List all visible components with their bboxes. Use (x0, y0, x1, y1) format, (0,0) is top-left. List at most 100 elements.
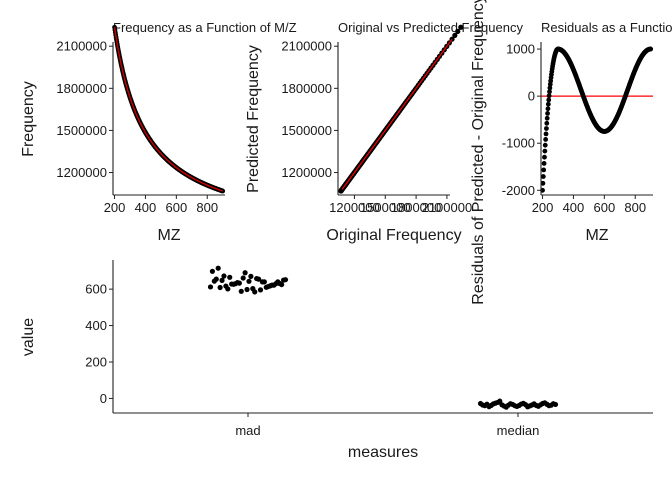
panel3-x-tick-label: 800 (624, 200, 646, 215)
panel3-y-tick-label: 0 (528, 89, 535, 104)
residual-point (546, 97, 552, 103)
panel2-x-tick-label: 2100000 (422, 200, 473, 215)
predicted-point (455, 28, 461, 34)
panel1-y-tick-label: 1500000 (56, 123, 107, 138)
panel2-y-tick-label: 1500000 (281, 123, 332, 138)
mad-point (259, 279, 266, 285)
residual-point (545, 106, 551, 112)
panel3-marks (540, 46, 654, 193)
predicted-point (338, 188, 344, 194)
residual-point (545, 101, 551, 107)
mad-point (282, 277, 289, 283)
mad-point (244, 286, 250, 293)
mad-point (225, 286, 231, 292)
residual-point (544, 120, 550, 126)
panel2-y-tick-label: 1200000 (281, 165, 332, 180)
panel2-x-tick-label: 1200000 (329, 200, 380, 215)
panel1-y-tick-label: 1200000 (56, 165, 107, 180)
mad-point (217, 284, 223, 291)
residual-point (543, 131, 549, 137)
residual-point (540, 174, 546, 179)
panel-frequency-vs-mz: Frequency as a Function of M/Z 200 400 600… (20, 20, 297, 244)
panel1-x-tick-label: 600 (165, 200, 187, 215)
panel1-y-tick-label: 2100000 (56, 39, 107, 54)
mad-point (246, 278, 252, 284)
panel3-y-tick-label: -2000 (502, 183, 535, 198)
mad-point (207, 284, 214, 290)
panel1-x-tick-label: 200 (104, 200, 126, 215)
residual-point (547, 85, 553, 91)
panel3-title: Residuals as a Function of M/Z (541, 20, 672, 35)
mad-point (221, 273, 227, 279)
residual-point (542, 148, 548, 154)
frequency-point (220, 188, 226, 194)
panel4-x-tick-label: mad (235, 423, 260, 438)
panel3-y-tick-label: 1000 (506, 42, 535, 57)
mad-point (209, 268, 216, 274)
mad-point (242, 270, 248, 276)
panel3-x-tick-label: 600 (593, 200, 615, 215)
mad-point (227, 274, 233, 280)
mad-point (213, 276, 219, 282)
panel1-y-tick-label: 1800000 (56, 81, 107, 96)
panel2-title: Original vs Predicted Frequency (338, 20, 523, 35)
panel-original-vs-predicted: Original vs Predicted Frequency 12000001… (245, 20, 523, 244)
median-point (552, 401, 559, 408)
residual-point (541, 167, 547, 173)
panel2-y-ticks: 1200000 1500000 1800000 2100000 (281, 39, 338, 180)
fit-line (113, 27, 223, 192)
panel2-y-tick-label: 2100000 (281, 39, 332, 54)
residual-point (543, 137, 549, 142)
panel3-x-ticks: 200 400 600 800 (532, 195, 646, 215)
panel4-y-ticks: 0 200 400 600 (85, 282, 113, 406)
mad-point (230, 281, 237, 287)
panel4-y-axis-label: value (20, 318, 37, 356)
mad-point (215, 265, 221, 271)
predicted-point (452, 32, 458, 38)
panel4-x-tick-label: median (497, 423, 540, 438)
mad-point (277, 280, 283, 287)
mad-point (252, 289, 258, 295)
panel1-x-axis-label: MZ (157, 227, 180, 244)
mad-point (219, 277, 225, 283)
panel1-x-ticks: 200 400 600 800 (104, 195, 218, 215)
panel2-x-axis-label: Original Frequency (326, 227, 461, 244)
panel4-y-tick-label: 600 (85, 282, 107, 297)
panel2-y-tick-label: 1800000 (281, 81, 332, 96)
panel1-x-tick-label: 800 (196, 200, 218, 215)
panel2-x-tick-label: 1500000 (360, 200, 411, 215)
panel2-y-axis-label: Predicted Frequency (245, 45, 262, 193)
panel3-x-tick-label: 400 (563, 200, 585, 215)
panel4-x-ticks: mad median (235, 413, 539, 438)
panel4-x-axis-label: measures (348, 444, 418, 461)
panel3-x-tick-label: 200 (532, 200, 554, 215)
panel2-x-tick-label: 1800000 (391, 200, 442, 215)
panel4-y-tick-label: 200 (85, 355, 107, 370)
panel1-title: Frequency as a Function of M/Z (113, 20, 297, 35)
mad-point (236, 280, 242, 286)
panel1-x-tick-label: 400 (135, 200, 157, 215)
panel4-marks (207, 265, 559, 410)
panel1-marks (112, 24, 226, 194)
residual-point (547, 89, 552, 95)
residual-point (541, 161, 547, 166)
mad-point (238, 288, 244, 294)
mad-point (248, 273, 254, 279)
panel3-y-tick-label: -1000 (502, 136, 535, 151)
predicted-point (458, 24, 464, 30)
residual-point (544, 126, 549, 131)
panel1-y-axis-label: Frequency (20, 81, 37, 157)
residual-point (542, 154, 547, 160)
mad-point (257, 287, 264, 293)
panel4-y-tick-label: 0 (100, 391, 107, 406)
mad-point (240, 275, 246, 281)
mad-point (265, 283, 271, 290)
residual-point (648, 46, 654, 52)
residual-point (544, 115, 550, 121)
panel3-y-ticks: -2000 -1000 0 1000 (502, 42, 541, 198)
residual-point (540, 180, 546, 186)
panel2-marks (338, 24, 464, 194)
residual-point (545, 111, 550, 116)
identity-line (341, 38, 453, 190)
